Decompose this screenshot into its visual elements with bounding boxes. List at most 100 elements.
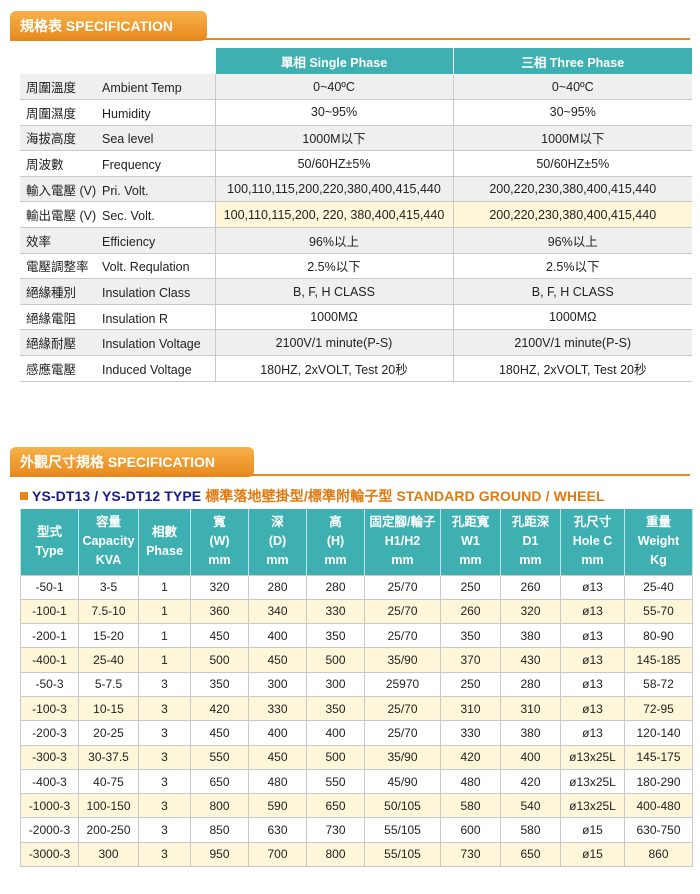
spec-label-zh: 感應電壓 [26,362,77,377]
dimension-row: -200-1 15-20 1 450 400 350 25/70 350 380 ø13 80-90 [20,623,693,649]
dimension-section-header: 外觀尺寸規格 SPECIFICATION [10,447,254,477]
spec-value-single: B, F, H CLASS [214,278,453,305]
dimension-cell: 380 [500,720,561,746]
spec-value-single: 100,110,115,200, 220, 380,400,415,440 [214,201,453,229]
spec-label-en: Efficiency [102,234,156,249]
dimension-cell: 330 [306,598,365,625]
header-line: Capacity [82,534,135,549]
dimension-cell: 25/70 [364,623,441,649]
dimension-cell: 100-150 [78,793,139,819]
dimension-cell: 25970 [364,671,441,697]
spec-label-en: Pri. Volt. [102,183,149,198]
header-line: mm [459,553,482,568]
dimension-cell: 30-37.5 [78,744,139,770]
dimension-cell: 400 [500,744,561,770]
dimension-cell: 260 [440,598,501,625]
dimension-cell: 600 [440,817,501,843]
dimension-cell: 580 [440,793,501,819]
dimension-cell: ø13 [560,671,625,697]
dimension-cell: 550 [190,744,249,770]
dimension-cell: 650 [190,768,249,795]
dimension-cell: 500 [190,647,249,673]
dimension-cell: 1 [138,647,191,673]
spec-label-en: Sea level [102,132,154,147]
dimension-header-row: 型式 Type 容量 Capacity KVA 相數 Phase 寬 (W) mm 深 (D) mm 高 (… [20,509,693,575]
dimension-row: -2000-3 200-250 3 850 630 730 55/105 600 580 ø15 6… [20,817,693,843]
dimension-cell: 650 [306,793,365,819]
dimension-row: -3000-3 300 3 950 700 800 55/105 730 650 ø15 860 [20,841,693,868]
spec-label-en: Ambient Temp [102,81,182,96]
dimension-cell: 120-140 [624,720,693,746]
dimension-cell: 35/90 [364,744,441,770]
header-line: 重量 [645,515,671,530]
spec-row: 輸出電壓 (V) Sec. Volt. 100,110,115,200, 220, … [20,201,692,229]
spec-label: 絕緣電阻 Insulation R [20,304,215,331]
spec-label: 絕緣種別 Insulation Class [20,278,215,305]
dimension-cell: 25/70 [364,598,441,625]
spec-label: 周波數 Frequency [20,150,215,177]
spec-value-three: 200,220,230,380,400,415,440 [452,201,692,229]
spec-value-single: 96%以上 [214,227,453,254]
dimension-cell: 330 [248,695,307,722]
spec-row: 感應電壓 Induced Voltage 180HZ, 2xVOLT, Test 2… [20,355,692,382]
spec-value-three: B, F, H CLASS [452,278,692,305]
dimension-cell: 3 [138,695,191,722]
header-line: mm [391,553,414,568]
dimension-cell: 700 [248,841,307,868]
dimension-cell: 450 [248,647,307,673]
dimension-cell: 400 [248,623,307,649]
spec-label-en: Insulation R [102,311,169,326]
dimension-header-cell: 寬 (W) mm [190,509,249,575]
dimension-cell: -400-1 [20,647,79,673]
dimension-row: -1000-3 100-150 3 800 590 650 50/105 580 540 ø13x… [20,793,693,819]
dimension-cell: 25/70 [364,695,441,722]
dimension-cell: ø13x25L [560,793,625,819]
dimension-cell: 950 [190,841,249,868]
header-line: 孔距深 [511,515,550,530]
dimension-cell: -400-3 [20,768,79,795]
dimension-header-cell: 相數 Phase [138,509,191,575]
dimension-cell: 320 [190,574,249,600]
spec-label: 效率 Efficiency [20,227,215,254]
dimension-row: -300-3 30-37.5 3 550 450 500 35/90 420 400 ø13x25… [20,744,693,770]
dimension-cell: 45/90 [364,768,441,795]
dimension-cell: -100-1 [20,598,79,625]
spec-row: 絕緣耐壓 Insulation Voltage 2100V/1 minute(P-S… [20,329,692,357]
header-line: 相數 [151,524,177,539]
header-line: mm [519,553,542,568]
dimension-cell: 3 [138,744,191,770]
dimension-header-cell: 孔距深 D1 mm [500,509,561,575]
dimension-cell: 360 [190,598,249,625]
dimension-header-cell: 高 (H) mm [306,509,365,575]
dimension-cell: 310 [500,695,561,722]
dimension-cell: 20-25 [78,720,139,746]
dimension-cell: 50/105 [364,793,441,819]
spec-value-single: 30~95% [214,99,453,126]
spec-label-zh: 周波數 [26,158,64,173]
header-line: (D) [268,534,287,549]
dimension-cell: -200-1 [20,623,79,649]
section-divider [10,38,690,40]
dimension-cell: 860 [624,841,693,868]
header-line: 孔尺寸 [573,515,612,530]
dimension-cell: 7.5-10 [78,598,139,625]
header-line: mm [266,553,289,568]
dimension-table: 型式 Type 容量 Capacity KVA 相數 Phase 寬 (W) mm 深 (D) mm 高 (… [20,509,693,868]
header-line: D1 [522,534,539,549]
spec-row: 周波數 Frequency 50/60HZ±5% 50/60HZ±5% [20,150,692,177]
spec-row: 周圍濕度 Humidity 30~95% 30~95% [20,99,692,126]
dimension-cell: 350 [306,623,365,649]
spec-value-three: 0~40ºC [452,74,692,101]
spec-row: 電壓調整率 Volt. Requlation 2.5%以下 2.5%以下 [20,253,692,280]
dimension-row: -400-1 25-40 1 500 450 500 35/90 370 430 ø13 145-1… [20,647,693,673]
dimension-cell: 340 [248,598,307,625]
header-line: mm [208,553,231,568]
dimension-cell: 58-72 [624,671,693,697]
dimension-cell: 450 [248,744,307,770]
header-line: 固定腳/輪子 [369,515,436,530]
dimension-cell: -3000-3 [20,841,79,868]
dimension-cell: 55/105 [364,817,441,843]
section-divider [10,474,690,476]
dimension-cell: 450 [190,720,249,746]
spec-label-en: Humidity [102,106,151,121]
